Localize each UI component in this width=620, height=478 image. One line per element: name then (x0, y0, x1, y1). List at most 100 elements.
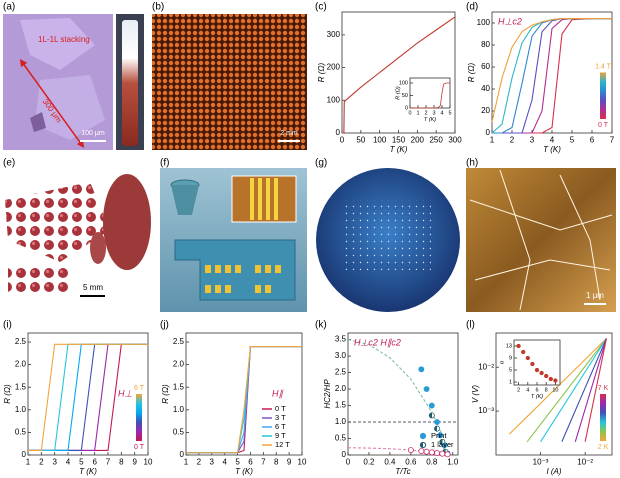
pads (205, 265, 281, 293)
panel-a: 1L-1L stacking 300 μm 100 μm (a) (3, 2, 144, 150)
panel-h: 1 μm (h) (466, 158, 616, 312)
y-tick-label: 1 (509, 379, 512, 385)
y-tick-label: 100 (327, 95, 341, 104)
y-axis-label: R (Ω) (3, 384, 12, 404)
y-tick-label: 60 (481, 62, 490, 71)
x-tick-label: 0.4 (384, 457, 396, 466)
object (90, 232, 106, 264)
x-tick-label: 9 (287, 457, 292, 466)
data-point (428, 402, 435, 409)
y-axis-label: HC2/HP (323, 379, 332, 409)
x-tick-label: 4 (526, 387, 529, 393)
x-tick-label: 0.6 (405, 457, 417, 466)
x-tick-label: 4 (440, 110, 443, 116)
annotation: H⊥c2 (498, 16, 522, 26)
colorbar-label: 0 T (134, 444, 145, 451)
data-line (526, 338, 607, 443)
colorbar-label: 1.4 T (595, 63, 612, 70)
x-tick-label: 300 (448, 135, 462, 144)
annotation: 1L-1L stacking (38, 35, 90, 44)
panel-label: (f) (160, 158, 169, 169)
x-tick-label: 2 (39, 457, 44, 466)
legend-label: 3 T (275, 413, 286, 422)
y-tick-label: 2.5 (15, 337, 27, 346)
y-tick-label: 1.5 (173, 382, 185, 391)
data-point (439, 438, 446, 445)
x-tick-label: 4 (66, 457, 71, 466)
data-point (553, 378, 558, 383)
y-tick-label: 0 (486, 128, 491, 137)
annotation: H⊥ (118, 388, 132, 398)
panel-label: (c) (315, 2, 327, 13)
y-tick-label: 1.0 (15, 405, 27, 414)
panel-label: (d) (466, 2, 478, 13)
data-line (186, 346, 302, 454)
x-tick-label: 5 (79, 457, 84, 466)
y-tick-label: 9 (509, 355, 512, 361)
flake (20, 18, 95, 70)
x-axis-label: I (A) (546, 467, 561, 476)
x-tick-label: 1 (416, 110, 419, 116)
inset-photo (231, 175, 297, 223)
x-tick-label: 3 (210, 457, 215, 466)
x-tick-label: 1 (490, 135, 495, 144)
colorbar-label: 2 K (598, 444, 609, 451)
data-point (407, 447, 414, 454)
x-tick-label: 10⁻³ (533, 457, 549, 466)
y-tick-label: 0.5 (173, 428, 185, 437)
data-point (437, 432, 444, 439)
x-tick-label: 2 (197, 457, 202, 466)
colorbar (600, 72, 606, 119)
x-tick-label: 7 (106, 457, 111, 466)
x-tick-label: 4 (222, 457, 227, 466)
y-tick-label: 2.0 (15, 360, 27, 369)
data-point (423, 386, 430, 393)
x-tick-label: 6 (590, 135, 595, 144)
annotation: H∥ (272, 388, 284, 398)
y-tick-label: 0 (342, 450, 347, 459)
data-line (28, 343, 148, 452)
y-tick-label: 1.5 (335, 401, 347, 410)
y-tick-label: 3.0 (335, 351, 347, 360)
x-tick-label: 5 (570, 135, 575, 144)
annotation: H⊥c2 H∥c2 (354, 337, 401, 347)
panel-g: (g) (315, 158, 460, 312)
x-axis-label: T (K) (79, 467, 97, 476)
x-tick-label: 0 (340, 135, 345, 144)
electrodes (250, 178, 278, 220)
x-tick-label: 1.0 (447, 457, 459, 466)
data-point (548, 376, 553, 382)
x-tick-label: 7 (261, 457, 266, 466)
plot-area (513, 339, 561, 386)
y-axis-label: α (499, 360, 505, 364)
y-tick-label: 2.0 (173, 360, 185, 369)
x-axis-label: T/Tc (395, 467, 410, 476)
data-line (410, 82, 450, 109)
panel-label: (i) (3, 320, 12, 331)
y-tick-label: 10⁻² (478, 362, 494, 371)
panel-label: (k) (315, 320, 327, 331)
nozzle (171, 185, 199, 215)
y-tick-label: 1.0 (173, 405, 185, 414)
device-array (345, 200, 431, 270)
data-point (434, 425, 440, 432)
x-tick-label: 100 (373, 135, 387, 144)
data-point (423, 448, 430, 455)
data-line (574, 338, 607, 442)
data-point (516, 343, 521, 349)
legend-label: Print (431, 431, 447, 440)
data-point (534, 367, 540, 373)
tube (122, 20, 138, 146)
data-point (544, 373, 549, 379)
panel-label: (e) (3, 158, 15, 169)
panel-label: (h) (466, 158, 478, 169)
colorbar (136, 394, 142, 441)
x-tick-label: 0.2 (363, 457, 375, 466)
data-line (561, 338, 607, 442)
x-tick-label: 10 (144, 457, 153, 466)
scale-label: 5 mm (83, 283, 103, 292)
afm-image (466, 168, 616, 312)
panel-f: (f) (160, 158, 307, 312)
